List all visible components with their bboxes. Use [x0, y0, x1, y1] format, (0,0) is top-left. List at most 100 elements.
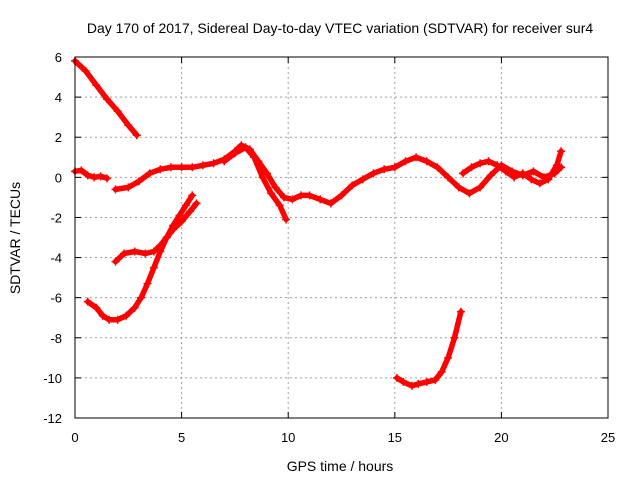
data-point [141, 249, 150, 258]
data-point [124, 183, 133, 192]
data-point [296, 191, 305, 200]
data-point [83, 297, 92, 306]
plot-frame [74, 56, 609, 419]
data-point [149, 263, 158, 272]
series-trace [72, 58, 140, 138]
data-point [337, 191, 346, 200]
y-tick-label: -10 [43, 371, 62, 386]
data-point [175, 211, 184, 220]
data-point [122, 311, 131, 320]
data-point [399, 377, 408, 386]
data-point [188, 191, 197, 200]
data-point [83, 171, 92, 180]
series-track-h [392, 307, 465, 390]
data-point [358, 175, 367, 184]
data-point [529, 167, 538, 176]
data-point [102, 174, 111, 183]
axis-ticks: 0 5 10 15 20 25 -12 -10 -8 -6 -4 -2 0 2 4 6 [43, 50, 615, 445]
chart-title: Day 170 of 2017, Sidereal Day-to-day VTE… [87, 20, 593, 36]
data-point [316, 195, 325, 204]
data-point [380, 165, 389, 174]
data-point [258, 173, 267, 182]
data-point [169, 221, 178, 230]
data-point [412, 153, 421, 162]
data-point [90, 173, 99, 182]
data-point [81, 67, 90, 76]
data-point [444, 353, 453, 362]
x-tick-label: 5 [178, 430, 185, 445]
data-point [111, 185, 120, 194]
data-point [113, 107, 122, 116]
data-point [493, 161, 502, 170]
series-trace [221, 144, 289, 223]
data-point [282, 215, 291, 224]
series-trace [85, 192, 196, 323]
series-track-b [71, 166, 111, 183]
x-tick-label: 0 [71, 430, 78, 445]
data-point [181, 201, 190, 210]
data-point [177, 163, 186, 172]
y-tick-label: 6 [55, 50, 62, 65]
data-point [92, 303, 101, 312]
x-axis-title: GPS time / hours [287, 458, 394, 474]
data-point [267, 189, 276, 198]
data-point [422, 157, 431, 166]
y-tick-label: -6 [50, 291, 62, 306]
data-point [535, 179, 544, 188]
data-point [156, 247, 165, 256]
y-tick-label: 4 [55, 90, 62, 105]
series-track-e [459, 147, 566, 188]
data-point [162, 233, 171, 242]
data-point [467, 163, 476, 172]
data-point [305, 191, 314, 200]
data-point [450, 333, 459, 342]
data-point [454, 183, 463, 192]
data-point [527, 175, 536, 184]
data-point [96, 172, 105, 181]
data-point [230, 149, 239, 158]
data-point [433, 163, 442, 172]
data-point [186, 207, 195, 216]
data-point [501, 167, 510, 176]
data-point [132, 131, 141, 140]
grid [75, 57, 608, 418]
data-point [486, 171, 495, 180]
data-point [130, 303, 139, 312]
data-point [145, 169, 154, 178]
y-tick-label: 2 [55, 130, 62, 145]
data-point [510, 173, 519, 182]
series-track-a [71, 57, 141, 140]
data-point [392, 373, 401, 382]
y-tick-label: -2 [50, 210, 62, 225]
data-point [401, 157, 410, 166]
series-trace [394, 308, 464, 389]
data-point [390, 163, 399, 172]
data-point [476, 183, 485, 192]
data-point [456, 307, 465, 316]
x-tick-label: 20 [494, 430, 508, 445]
x-tick-label: 15 [388, 430, 402, 445]
data-point [444, 173, 453, 182]
data-point [241, 143, 250, 152]
data-point [271, 183, 280, 192]
data-point [422, 377, 431, 386]
data-point [198, 161, 207, 170]
data-point [209, 159, 218, 168]
data-point [414, 379, 423, 388]
data-point [166, 163, 175, 172]
data-layer [71, 57, 566, 390]
data-point [459, 169, 468, 178]
data-point [192, 199, 201, 208]
data-point [111, 257, 120, 266]
data-point [137, 293, 146, 302]
data-point [134, 177, 143, 186]
data-point [407, 381, 416, 390]
x-tick-label: 25 [601, 430, 615, 445]
data-point [369, 169, 378, 178]
data-point [431, 375, 440, 384]
data-point [326, 199, 335, 208]
data-point [156, 165, 165, 174]
data-point [476, 159, 485, 168]
data-point [143, 279, 152, 288]
data-point [348, 181, 357, 190]
